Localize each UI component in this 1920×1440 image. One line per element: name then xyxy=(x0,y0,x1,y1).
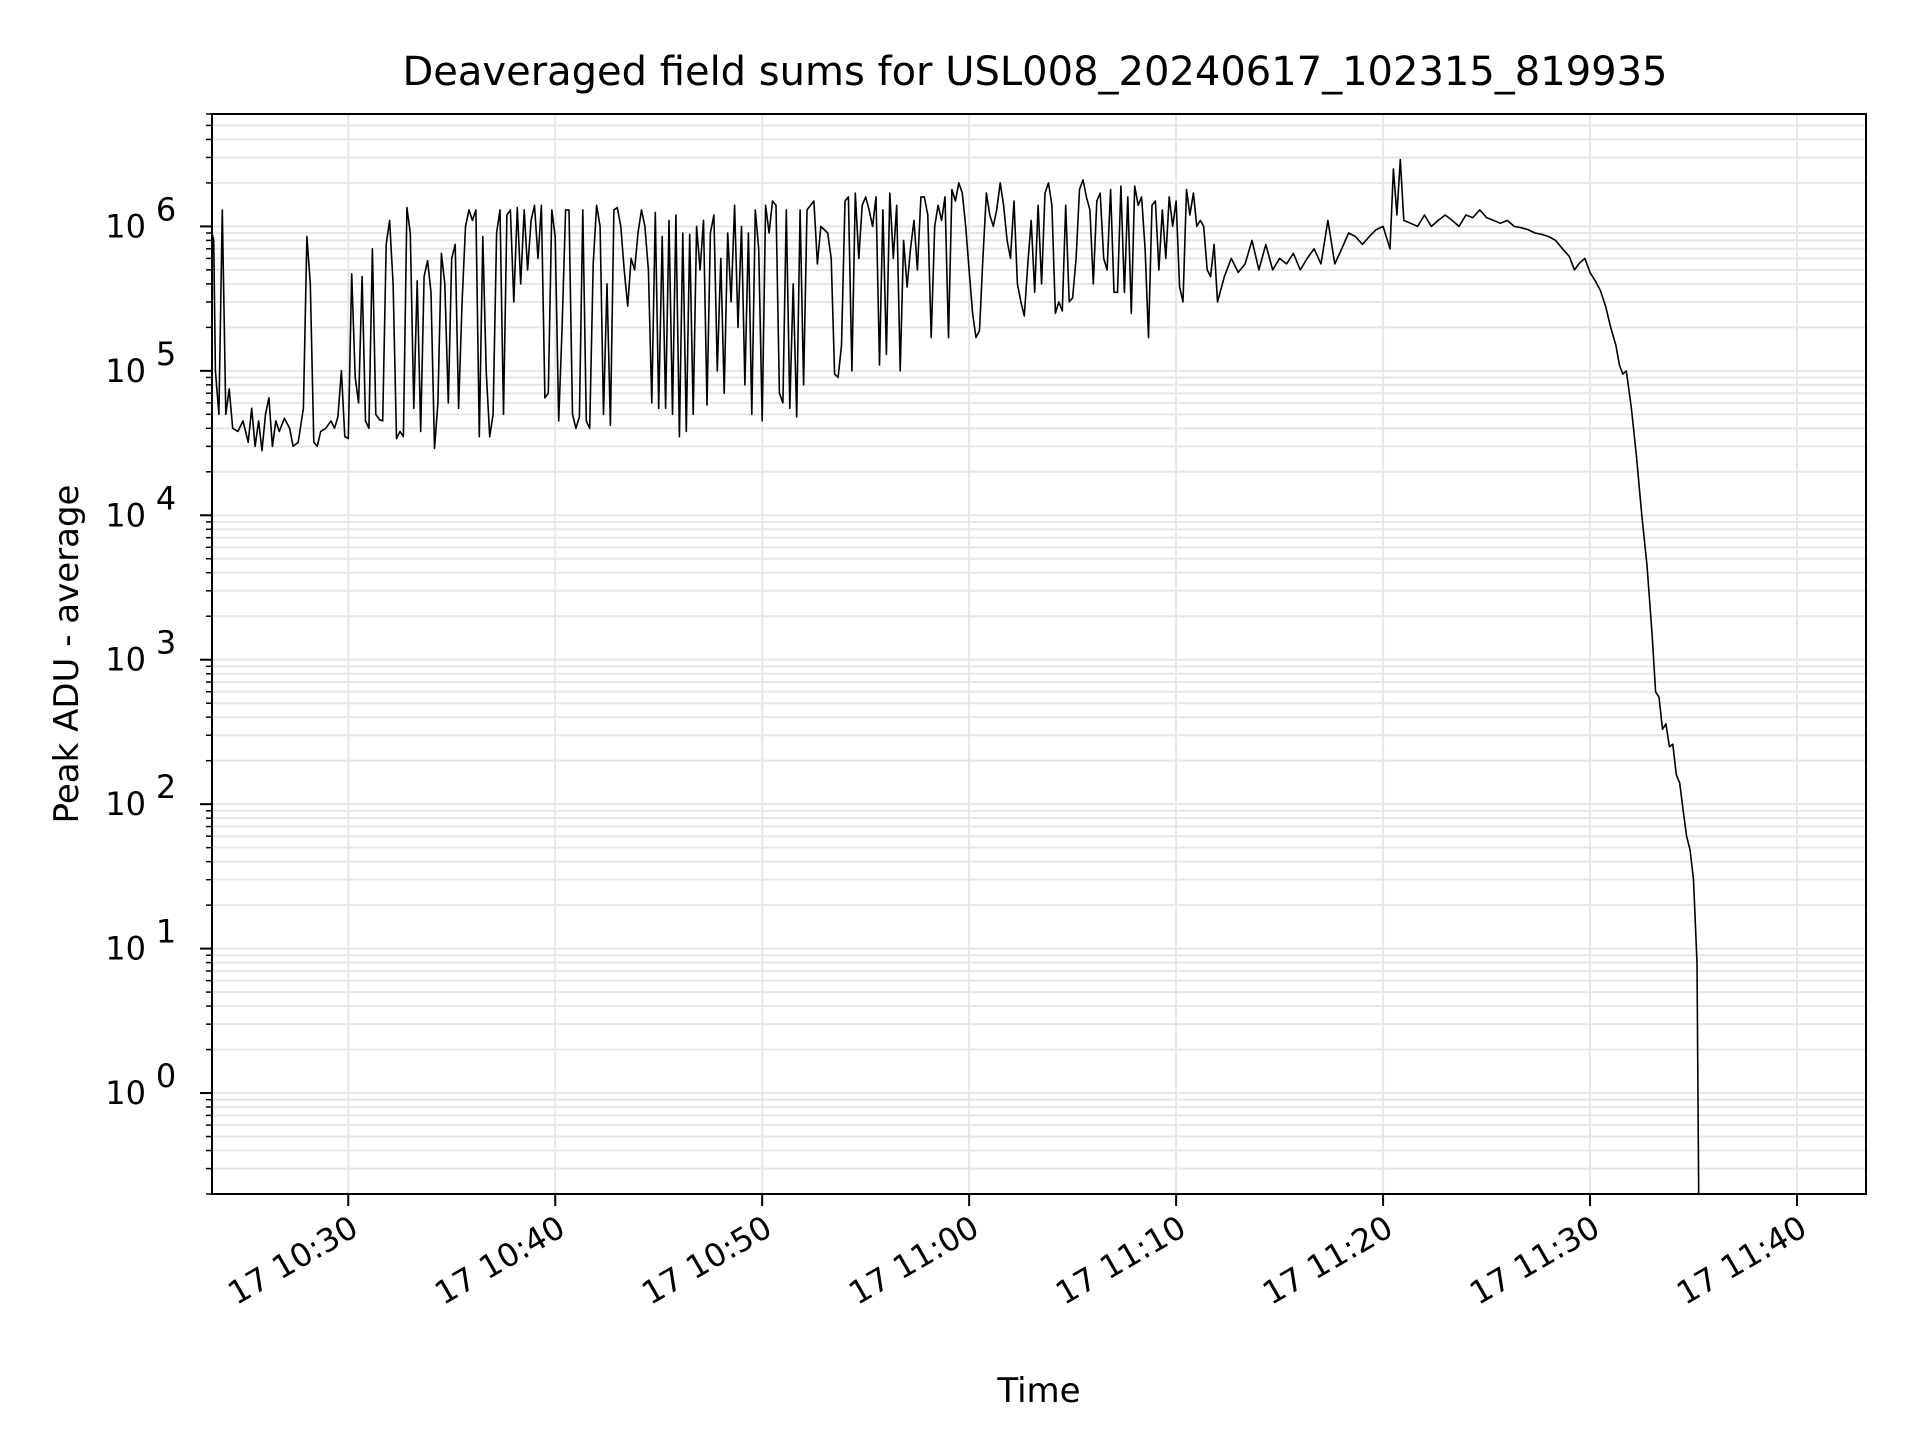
series-line-0 xyxy=(212,158,1700,1194)
y-tick-exponent: 0 xyxy=(156,1057,176,1095)
y-tick-exponent: 4 xyxy=(156,479,176,517)
plot-area xyxy=(212,158,1700,1194)
y-tick-label: 10 xyxy=(105,496,146,534)
y-tick-exponent: 3 xyxy=(156,624,176,662)
y-tick-label: 10 xyxy=(105,930,146,968)
y-tick-label: 10 xyxy=(105,641,146,679)
y-axis: 10 0 10 1 10 2 10 3 10 4 10 5 10 6 xyxy=(105,113,212,1195)
x-axis-label: Time xyxy=(996,1371,1080,1411)
y-tick-exponent: 2 xyxy=(156,768,176,806)
plot-frame xyxy=(211,113,1867,1195)
y-tick-exponent: 1 xyxy=(156,913,176,951)
y-tick-label: 10 xyxy=(105,352,146,390)
y-tick-exponent: 6 xyxy=(156,190,176,228)
y-axis-label: Peak ADU - average xyxy=(47,485,87,824)
grid xyxy=(212,113,1866,1195)
chart-title: Deaveraged field sums for USL008_2024061… xyxy=(403,49,1668,95)
y-tick-label: 10 xyxy=(105,1074,146,1112)
y-tick-exponent: 5 xyxy=(156,335,176,373)
y-tick-label: 10 xyxy=(105,207,146,245)
y-tick-label: 10 xyxy=(105,785,146,823)
